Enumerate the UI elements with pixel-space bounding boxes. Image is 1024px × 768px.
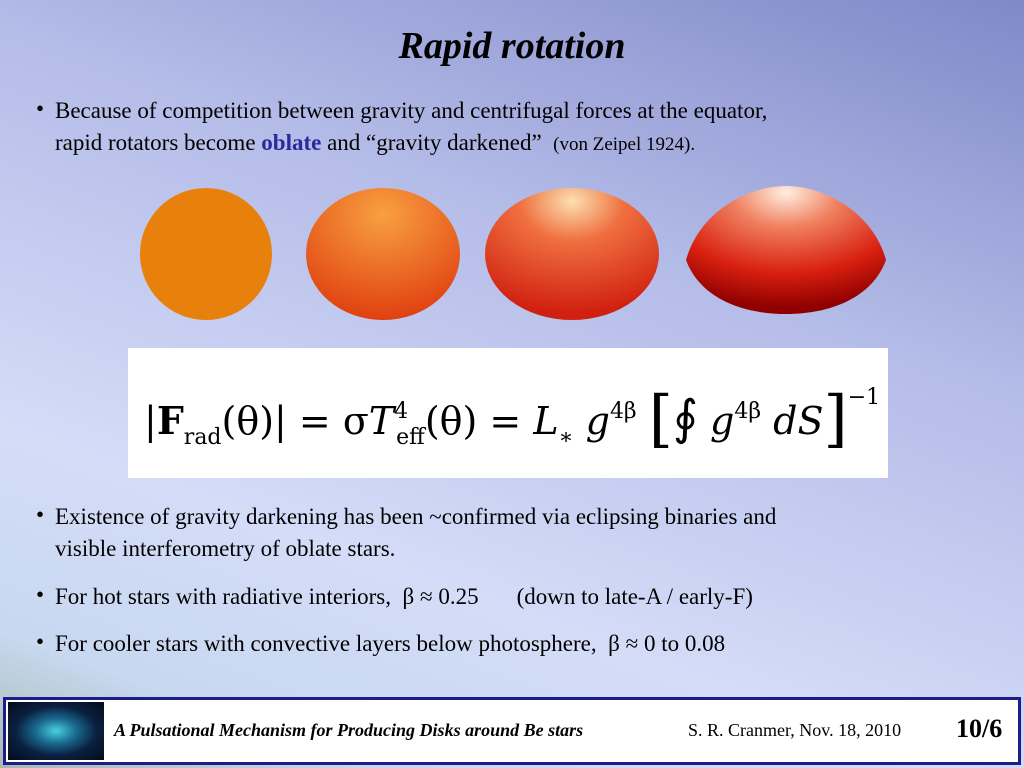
text: For cooler stars with convective layers … [55,631,597,656]
text: (down to late-A / early-F) [516,584,753,609]
footer-talk: A Pulsational Mechanism for Producing Di… [114,720,584,740]
bullet-text: Existence of gravity darkening has been … [55,504,777,529]
eq-part: ∮ [672,390,698,446]
eq-part: g [697,399,735,443]
eq-part: T [368,399,395,443]
eq-part: 4β [734,399,762,424]
eq-part: (θ) = [424,399,534,443]
eq-part: g [573,399,610,443]
bullet-text: visible interferometry of oblate stars. [55,536,396,561]
text: rapid rotators become [55,130,262,155]
eq-part: ∗ [558,425,574,450]
text: For hot stars with radiative interiors, [55,584,391,609]
page-number: 10/6 [956,714,1003,743]
text: β ≈ 0.25 [402,584,479,609]
bullet-mark: • [36,629,45,654]
star [306,188,460,320]
logo [8,702,104,760]
star [485,188,659,320]
star [140,188,272,320]
eq-part: ] [823,382,848,455]
star [686,186,886,314]
bullet-text: For cooler stars with convective layers … [55,631,725,657]
eq-part: (θ)| = σ [221,399,369,443]
slide-title: Rapid rotation [398,25,626,67]
bullet-mark: • [36,502,45,527]
bullet-text: For hot stars with radiative interiors, … [55,584,753,610]
text: and “gravity darkened” [321,130,542,155]
citation: (von Zeipel 1924). [553,134,696,155]
bullet-text: rapid rotators become oblate and “gravit… [55,130,695,156]
text: β ≈ 0 to 0.08 [608,631,726,656]
emphasis: oblate [261,130,322,155]
eq-part: F [156,398,184,443]
eq-part: [ [648,382,673,455]
eq-part: 4β [609,399,637,424]
equation: |Frad(θ)| = σT4eff(θ) = L∗ g4β [∮ g4β dS… [144,382,880,455]
bullet-mark: • [36,96,45,121]
bullet-text: Because of competition between gravity a… [55,98,768,123]
star-images [140,186,886,320]
footer-author: S. R. Cranmer, Nov. 18, 2010 [688,720,902,740]
eq-part: −1 [847,385,881,410]
eq-part: L [533,399,559,443]
bullet-mark: • [36,582,45,607]
footer: A Pulsational Mechanism for Producing Di… [3,697,1021,765]
equation-box: |Frad(θ)| = σT4eff(θ) = L∗ g4β [∮ g4β dS… [128,348,888,478]
eq-part: dS [761,399,824,443]
eq-part: | [144,399,157,443]
eq-part: rad [183,425,222,450]
eq-part: eff [396,425,425,450]
eq-part: 4 [394,399,409,424]
